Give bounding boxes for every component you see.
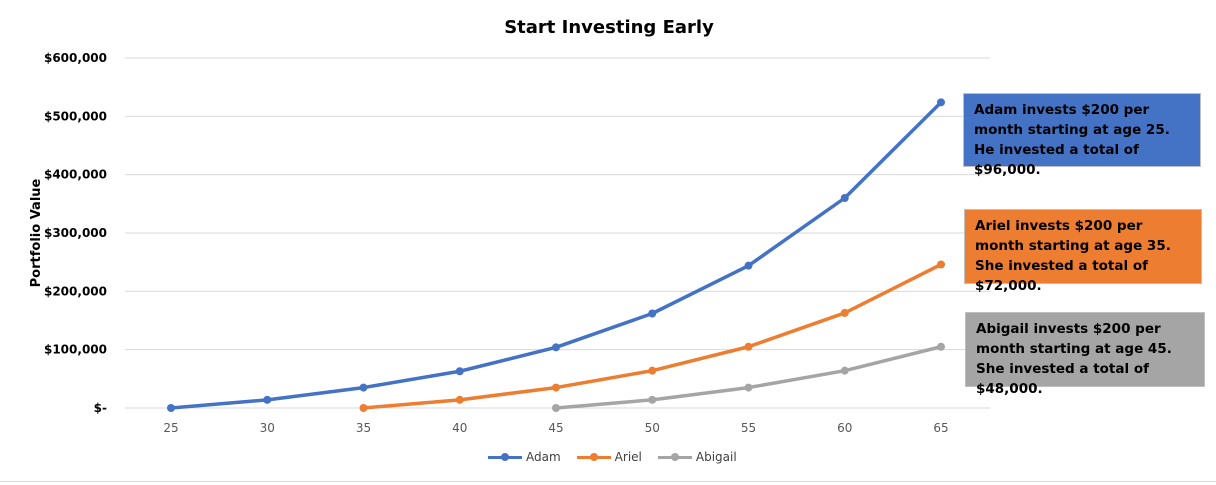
y-tick-label: $-	[94, 401, 107, 415]
x-tick-label: 40	[452, 421, 467, 435]
x-tick-label: 25	[163, 421, 178, 435]
y-tick-label: $500,000	[44, 109, 107, 123]
data-point-adam	[937, 98, 945, 107]
y-axis-ticks: $- $100,000 $200,000 $300,000 $400,000 $500,0…	[44, 51, 107, 415]
callout-adam: Adam invests $200 per month starting at …	[963, 93, 1201, 178]
data-point-abigail	[744, 383, 753, 392]
x-tick-label: 60	[837, 421, 852, 435]
data-point-adam	[167, 404, 175, 412]
x-tick-label: 35	[356, 421, 371, 435]
series-adam	[167, 98, 945, 412]
legend-item-adam: Adam	[488, 450, 561, 464]
series-abigail	[552, 342, 945, 412]
chart-title: Start Investing Early	[504, 17, 714, 38]
x-tick-label: 65	[933, 421, 948, 435]
data-point-abigail	[552, 404, 560, 412]
data-point-adam	[552, 343, 560, 352]
series-ariel	[359, 260, 945, 412]
x-tick-label: 55	[741, 421, 756, 435]
series-layer	[167, 98, 945, 412]
data-point-ariel	[744, 342, 753, 351]
callout-ariel: Ariel invests $200 per month starting at…	[964, 209, 1202, 294]
data-point-ariel	[359, 404, 368, 412]
data-point-adam	[648, 309, 657, 318]
x-tick-label: 30	[260, 421, 275, 435]
y-axis-label: Portfolio Value	[29, 178, 44, 287]
y-tick-label: $600,000	[44, 51, 107, 65]
data-point-ariel	[840, 308, 849, 317]
y-tick-label: $400,000	[44, 168, 107, 182]
series-line-adam	[169, 100, 943, 410]
data-point-adam	[840, 194, 849, 202]
y-tick-label: $200,000	[44, 284, 107, 298]
callout-abigail: Abigail invests $200 per month starting …	[965, 312, 1205, 397]
data-point-abigail	[840, 366, 849, 375]
legend-swatch-ariel	[576, 451, 611, 463]
x-tick-label: 45	[548, 421, 563, 435]
legend-item-abigail: Abigail	[657, 450, 737, 464]
legend-label-abigail: Abigail	[695, 450, 737, 464]
legend-item-ariel: Ariel	[576, 450, 642, 464]
x-tick-label: 50	[645, 421, 660, 435]
data-point-adam	[744, 261, 753, 270]
data-point-ariel	[648, 366, 657, 375]
gridlines	[125, 57, 990, 409]
data-point-adam	[455, 367, 464, 376]
y-tick-label: $300,000	[44, 226, 107, 240]
series-line-ariel	[361, 262, 943, 410]
legend-swatch-adam	[488, 451, 522, 463]
legend: Adam Ariel Abigail	[488, 450, 737, 464]
y-tick-label: $100,000	[44, 343, 107, 357]
chart-bottom-border	[0, 481, 1216, 482]
data-point-ariel	[937, 260, 945, 269]
legend-label-adam: Adam	[526, 450, 561, 464]
data-point-abigail	[648, 395, 657, 404]
data-point-adam	[263, 395, 272, 404]
legend-label-ariel: Ariel	[614, 450, 642, 464]
data-point-ariel	[455, 395, 464, 404]
x-axis-ticks: 25 30 35 40 45 50 55 60 65	[163, 421, 948, 435]
legend-swatch-abigail	[657, 451, 692, 463]
data-point-adam	[359, 383, 368, 392]
data-point-abigail	[937, 342, 945, 351]
data-point-ariel	[552, 383, 560, 392]
